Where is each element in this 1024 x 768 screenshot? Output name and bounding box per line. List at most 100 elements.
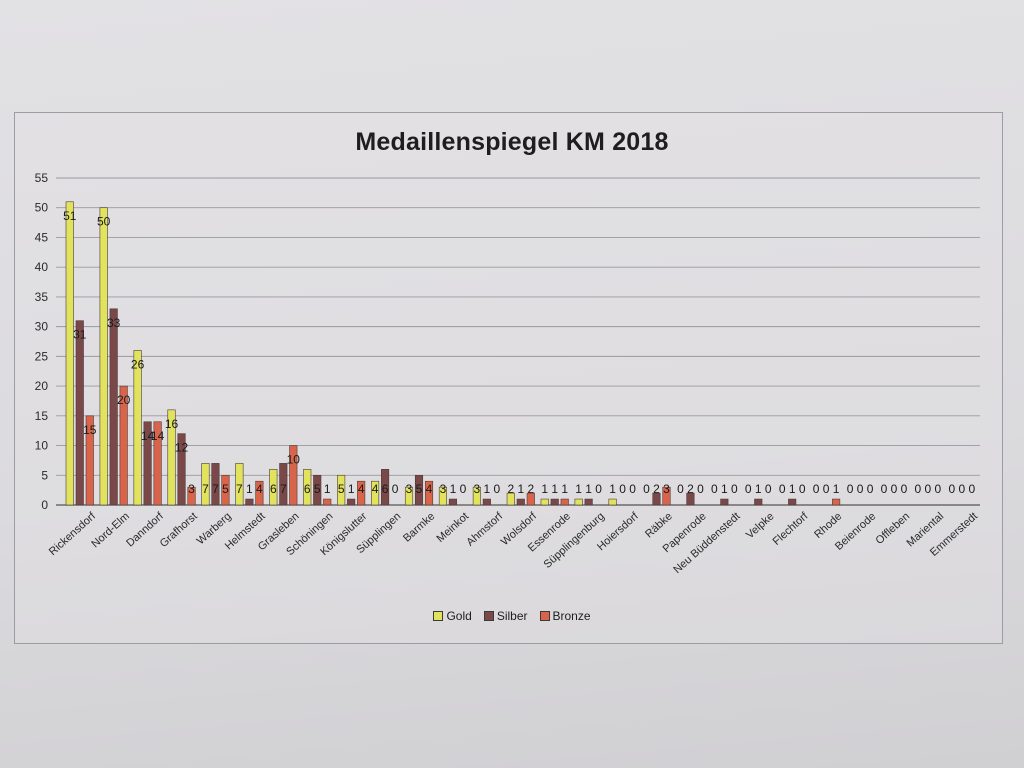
data-label: 1 <box>755 482 762 496</box>
y-tick-label: 30 <box>35 320 49 334</box>
data-label: 12 <box>175 441 189 455</box>
data-label: 5 <box>314 482 321 496</box>
data-label: 4 <box>358 482 365 496</box>
data-label: 1 <box>541 482 548 496</box>
bar-bronze <box>153 421 162 506</box>
data-label: 1 <box>348 482 355 496</box>
bar-silber <box>414 474 424 506</box>
data-label: 1 <box>585 482 592 496</box>
data-label: 33 <box>107 316 121 330</box>
data-label: 5 <box>416 482 423 496</box>
data-label: 1 <box>551 482 558 496</box>
data-label: 0 <box>948 482 955 496</box>
data-label: 0 <box>494 482 501 496</box>
bar-bronze <box>289 445 298 506</box>
data-label: 5 <box>222 482 229 496</box>
legend-item-gold: Gold <box>433 609 472 623</box>
bar-bronze <box>255 480 264 506</box>
data-label: 0 <box>891 482 898 496</box>
chart-frame <box>14 112 1003 644</box>
category-label: Grafhorst <box>158 510 200 550</box>
data-label: 5 <box>338 482 345 496</box>
bar-silber <box>381 469 390 506</box>
bar-gold <box>337 474 346 506</box>
chart-title: Medaillenspiegel KM 2018 <box>355 128 669 156</box>
data-label: 0 <box>595 482 602 496</box>
data-label: 3 <box>663 482 670 496</box>
bar-silber <box>313 474 322 506</box>
data-label: 50 <box>97 215 111 229</box>
data-label: 1 <box>609 482 616 496</box>
bar-bronze <box>221 474 230 506</box>
data-label: 16 <box>165 417 179 431</box>
bar-bronze <box>526 492 535 506</box>
category-label: Süpplingenburg <box>542 510 607 570</box>
bar-gold <box>303 469 312 506</box>
data-label: 3 <box>474 482 481 496</box>
data-label: 1 <box>484 482 491 496</box>
bar-gold <box>540 498 549 506</box>
data-label: 1 <box>575 482 582 496</box>
data-label: 0 <box>813 482 820 496</box>
bar-gold <box>404 486 414 506</box>
bar-silber <box>245 498 254 506</box>
y-tick-label: 5 <box>41 468 48 482</box>
bar-gold <box>133 350 142 506</box>
y-tick-label: 50 <box>35 201 49 215</box>
legend-label: Bronze <box>552 609 591 623</box>
data-label: 1 <box>789 482 796 496</box>
bar-gold <box>438 486 447 506</box>
y-tick-label: 55 <box>35 171 49 185</box>
data-label: 0 <box>847 482 854 496</box>
data-label: 0 <box>711 482 718 496</box>
data-label: 4 <box>256 482 263 496</box>
y-axis-ticks: 0 5 10 15 20 25 30 35 40 45 50 55 <box>35 171 49 512</box>
data-label: 0 <box>765 482 772 496</box>
bar-gold <box>269 469 278 506</box>
data-label: 0 <box>697 482 704 496</box>
bar-silber <box>686 492 695 506</box>
data-label: 0 <box>867 482 874 496</box>
bars <box>65 201 841 506</box>
bar-silber <box>177 433 186 506</box>
bar-bronze <box>323 498 332 506</box>
y-tick-label: 25 <box>35 349 49 363</box>
data-label: 0 <box>643 482 650 496</box>
bar-silber <box>75 320 84 506</box>
data-label: 0 <box>745 482 752 496</box>
gridlines <box>56 177 980 506</box>
data-label: 7 <box>212 482 219 496</box>
data-label: 14 <box>141 429 155 443</box>
data-label: 1 <box>833 482 840 496</box>
data-label: 0 <box>901 482 908 496</box>
bar-gold <box>371 480 380 506</box>
data-label: 0 <box>881 482 888 496</box>
data-label: 7 <box>202 482 209 496</box>
data-label: 0 <box>619 482 626 496</box>
data-label: 7 <box>280 482 287 496</box>
data-label: 0 <box>460 482 467 496</box>
y-tick-label: 20 <box>35 379 49 393</box>
y-tick-label: 45 <box>35 230 49 244</box>
bar-silber <box>720 498 729 506</box>
data-label: 6 <box>270 482 277 496</box>
data-label: 0 <box>731 482 738 496</box>
data-label: 6 <box>382 482 389 496</box>
data-label: 2 <box>653 482 660 496</box>
legend-swatch <box>539 611 550 621</box>
bar-silber <box>754 498 763 506</box>
bar-silber <box>482 498 491 506</box>
data-label: 0 <box>935 482 942 496</box>
legend-label: Gold <box>446 609 472 623</box>
category-label: Barmke <box>401 510 437 544</box>
bar-silber <box>347 498 356 506</box>
category-labels: RickensdorfNord-ElmDanndorfGrafhorstWarb… <box>47 510 980 576</box>
data-label: 0 <box>968 482 975 496</box>
bar-silber <box>516 498 525 506</box>
bar-bronze <box>187 486 196 506</box>
bar-silber <box>788 498 797 506</box>
category-label: Flechtorf <box>771 510 812 548</box>
